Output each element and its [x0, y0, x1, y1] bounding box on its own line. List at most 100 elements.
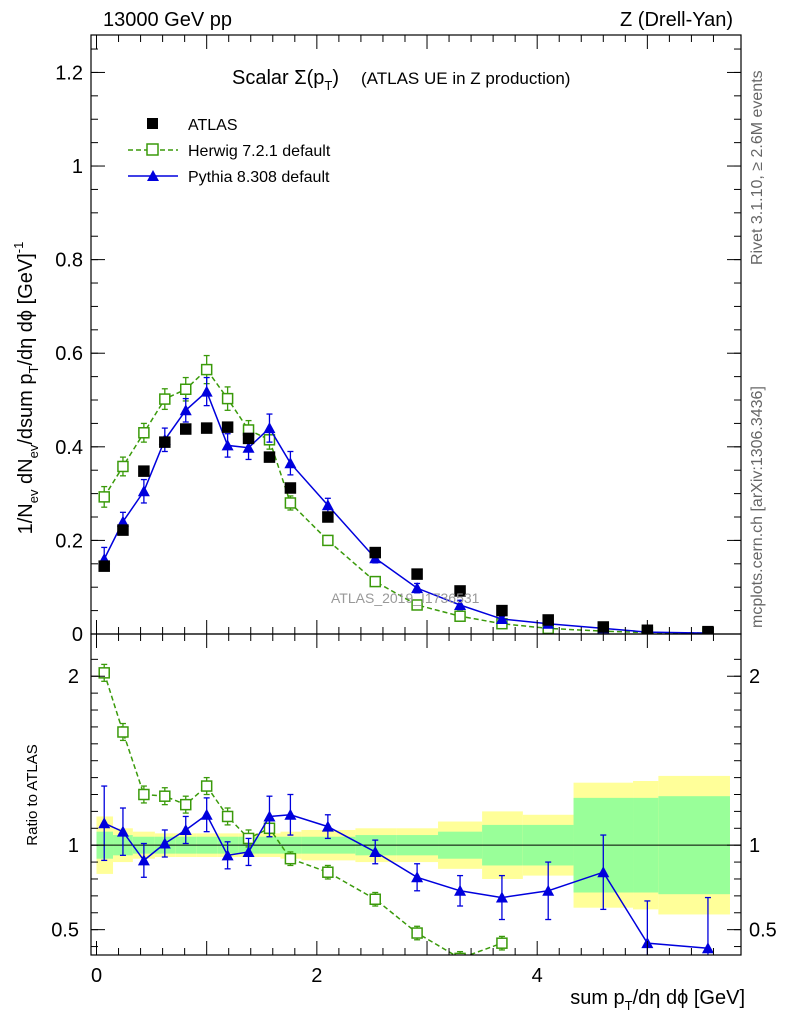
atlas-main-point [263, 451, 276, 463]
ratio-ytick-label: 1 [68, 835, 79, 857]
pythia-ratio-point [411, 871, 424, 883]
ratio-ytick-label-right: 2 [749, 666, 760, 688]
legend-herwig-label: Herwig 7.2.1 default [188, 143, 331, 160]
pythia-ratio-point [137, 854, 150, 866]
main-ytick-label: 1.2 [55, 62, 83, 84]
herwig-main-point [411, 599, 423, 611]
atlas-main-point [98, 560, 110, 572]
herwig-ratio-line [103, 672, 503, 955]
pythia-ratio-point [542, 884, 555, 896]
herwig-ratio-point [411, 927, 423, 939]
pythia-ratio-point [495, 891, 508, 903]
pythia-ratio-point [242, 845, 255, 857]
pythia-main-point [411, 582, 424, 594]
herwig-main-point [98, 491, 110, 503]
pythia-ratio-point [179, 823, 192, 835]
herwig-main-point [117, 460, 129, 473]
atlas-main-point [454, 585, 466, 597]
pythia-main-point [495, 613, 508, 625]
atlas-main-point [702, 625, 714, 634]
legend-pythia-label: Pythia 8.308 default [188, 169, 330, 186]
atlas-main-point [242, 432, 255, 445]
ratio-ytick-label: 2 [68, 666, 79, 688]
xtick-label: 2 [311, 965, 322, 987]
herwig-main-point [159, 393, 171, 405]
header-right: Z (Drell-Yan) [620, 9, 733, 31]
frames-and-ticks: 0 0.2 0.4 0.6 0.8 1 1.2 0.5 0.5 1 1 2 2 0 2 4 [51, 34, 777, 987]
main-ytick-label: 0.2 [55, 530, 83, 552]
legend-herwig-marker [146, 143, 159, 156]
herwig-ratio-point [98, 667, 110, 679]
pythia-main-point [221, 439, 234, 451]
herwig-ratio-point [322, 866, 334, 878]
rivet-label: Rivet 3.1.10, ≥ 2.6M events [749, 70, 766, 265]
plot-title-main: Scalar Σ(p [232, 67, 324, 89]
legend-pythia-marker [147, 170, 159, 181]
legend-atlas-marker [147, 118, 158, 129]
herwig-ratio-point [117, 726, 129, 738]
pythia-ratio-point [321, 820, 334, 832]
main-ytick-label: 1 [72, 156, 83, 178]
plot-title-detail: (ATLAS UE in Z production) [361, 69, 570, 88]
x-axis-label: sum pT/dη dϕ [GeV] [570, 987, 745, 1013]
herwig-ratio-point [200, 780, 213, 792]
atlas-main-point [179, 423, 192, 435]
pythia-main-point [321, 499, 334, 511]
pythia-main-point [454, 598, 467, 610]
mcplots-label: mcplots.cern.ch [arXiv:1306.3436] [749, 386, 766, 628]
herwig-ratio-point [159, 790, 171, 802]
pythia-main-point [200, 385, 213, 397]
herwig-main-point [454, 610, 466, 622]
pythia-ratio-point [158, 837, 171, 849]
pythia-ratio-point [98, 817, 111, 829]
pythia-ratio-point [597, 866, 610, 878]
pythia-ratio-point [284, 808, 297, 820]
ratio-ytick-label-right: 0.5 [749, 920, 777, 942]
pythia-main-point [179, 404, 192, 416]
atlas-main-point [200, 422, 213, 434]
pythia-main-point [242, 441, 255, 453]
herwig-main-point [138, 427, 150, 439]
analysis-watermark: ATLAS_2019_I1736531 [331, 590, 480, 606]
atlas-main-point [284, 482, 297, 494]
atlas-main-point [138, 465, 150, 477]
herwig-ratio-point [179, 798, 192, 811]
pythia-ratio-point [116, 825, 129, 837]
pythia-ratio-point [200, 808, 213, 820]
pythia-ratio-point [701, 942, 714, 954]
main-ytick-label: 0.4 [55, 437, 83, 459]
pythia-ratio-point [369, 845, 382, 857]
atlas-main-point [542, 614, 554, 626]
xtick-label: 4 [532, 965, 543, 987]
herwig-main-point [179, 383, 192, 396]
pythia-main-point [284, 457, 297, 469]
plot-title-close: ) [332, 67, 339, 89]
herwig-main-point [284, 497, 297, 509]
herwig-ratio-point [454, 952, 466, 955]
y-axis-label-main: 1/Nev dNev/dsum pT/dη dϕ [GeV]-1 [11, 242, 41, 535]
herwig-ratio-point [369, 893, 381, 905]
atlas-main-point [496, 604, 508, 617]
main-ytick-label: 0 [72, 624, 83, 646]
header-left: 13000 GeV pp [103, 9, 232, 31]
herwig-ratio-point [284, 852, 297, 865]
herwig-main-point [200, 363, 213, 376]
atlas-main-point [117, 524, 129, 536]
atlas-main-point [159, 436, 171, 448]
atlas-main-point [322, 511, 334, 523]
main-ytick-label: 0.8 [55, 250, 83, 272]
plot-title: Scalar Σ(pT) [232, 67, 339, 93]
herwig-ratio-point [138, 788, 150, 801]
pythia-ratio-point [263, 810, 276, 822]
herwig-main-point [369, 575, 381, 588]
legend: ATLAS Herwig 7.2.1 default Pythia 8.308 … [128, 117, 331, 186]
pythia-main-point [137, 485, 150, 497]
pythia-ratio-point [454, 884, 467, 896]
herwig-ratio-point [221, 810, 234, 823]
herwig-ratio-point [496, 937, 508, 949]
plot-title-sub: T [324, 78, 332, 93]
atlas-main-point [411, 568, 423, 580]
herwig-main-point [322, 534, 334, 547]
ratio-ytick-label: 0.5 [51, 920, 79, 942]
